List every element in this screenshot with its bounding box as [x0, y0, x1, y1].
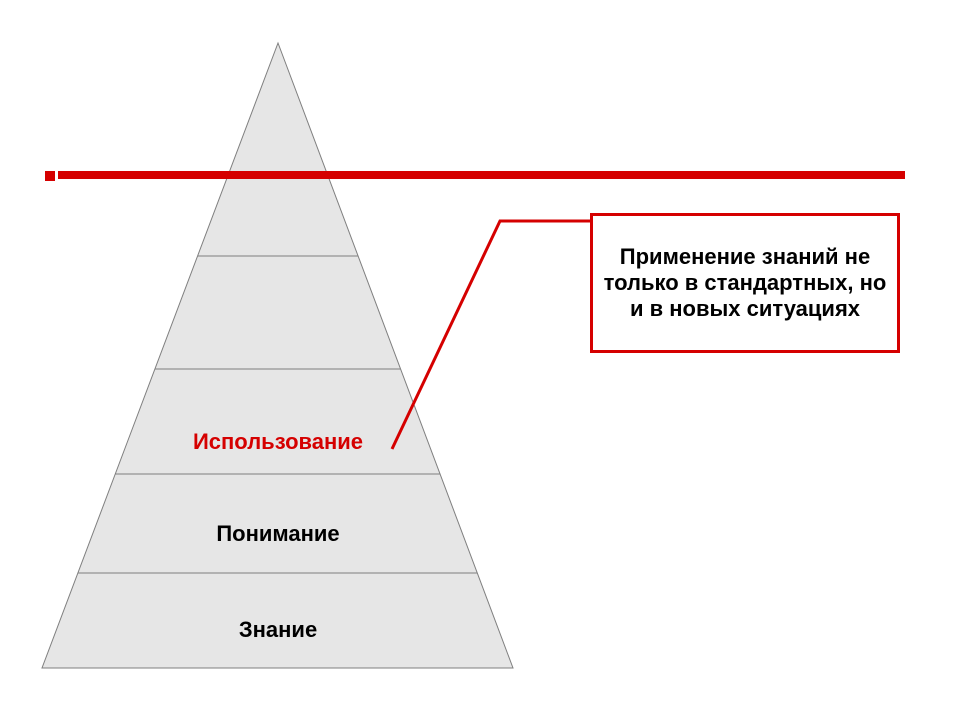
pyramid-tier-label-understanding: Понимание [216, 521, 339, 547]
callout-box: Применение знаний не только в стандартны… [590, 213, 900, 353]
callout-connector [392, 221, 590, 449]
pyramid-tier-label-usage: Использование [193, 429, 363, 455]
slide-stage: { "canvas": { "width": 960, "height": 72… [0, 0, 960, 720]
diagram-svg [0, 0, 960, 720]
pyramid-triangle [42, 43, 513, 668]
title-bullet-icon [45, 171, 55, 181]
pyramid-tier-label-knowledge: Знание [239, 617, 317, 643]
